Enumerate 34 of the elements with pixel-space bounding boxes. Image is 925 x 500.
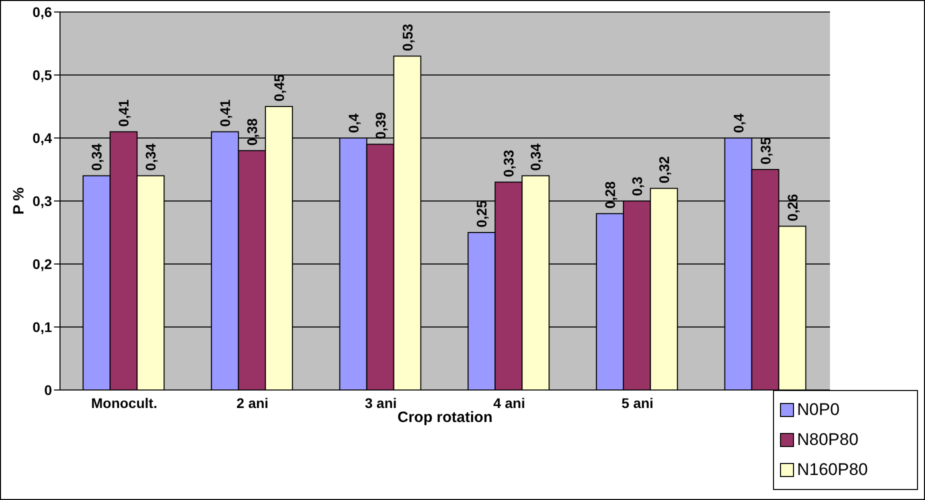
data-label: 0,34 [142, 143, 159, 171]
x-tick-label: 3 ani [364, 394, 397, 411]
data-label: 0,53 [399, 24, 416, 52]
data-label: 0,38 [244, 118, 260, 146]
data-label: 0,26 [784, 194, 800, 222]
y-tick-label: 0,4 [32, 130, 52, 146]
y-tick-label: 0 [44, 382, 52, 398]
data-label: 0,34 [528, 143, 544, 171]
y-tick-label: 0,6 [32, 4, 52, 20]
data-label: 0,34 [88, 143, 105, 171]
data-label: 0,4 [730, 113, 746, 133]
x-tick-label: 4 ani [493, 394, 526, 411]
data-label: 0,25 [474, 200, 490, 228]
data-label: 0,45 [270, 74, 287, 102]
data-label: 0,35 [757, 137, 774, 164]
y-tick-label: 0,1 [32, 318, 52, 335]
x-tick-label: 5 ani [622, 394, 654, 411]
data-label: 0,28 [602, 181, 618, 209]
data-label: 0,4 [345, 113, 362, 133]
x-axis-title: Crop rotation [398, 409, 492, 426]
x-tick-label: 2 ani [236, 394, 268, 411]
legend-label: N0P0 [796, 399, 841, 421]
y-tick-label: 0,5 [32, 66, 52, 83]
data-label: 0,3 [628, 176, 645, 196]
data-label: 0,33 [500, 150, 517, 178]
legend-label: N160P80 [796, 459, 869, 481]
data-label: 0,32 [656, 156, 672, 184]
y-tick-label: 0,2 [32, 256, 52, 272]
y-tick-label: 0,3 [32, 192, 52, 209]
data-label: 0,41 [216, 99, 233, 127]
x-tick-label: Monocult. [91, 394, 158, 411]
data-label: 0,41 [116, 99, 132, 127]
legend-label: N80P80 [796, 429, 860, 451]
y-axis-title: P % [10, 187, 28, 215]
